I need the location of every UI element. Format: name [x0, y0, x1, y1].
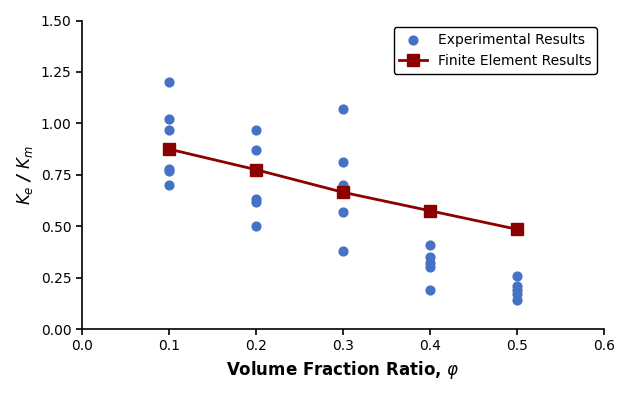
Experimental Results: [251, 196, 261, 203]
Experimental Results: [164, 168, 174, 174]
Experimental Results: [251, 126, 261, 133]
Experimental Results: [425, 260, 435, 267]
X-axis label: Volume Fraction Ratio, $\varphi$: Volume Fraction Ratio, $\varphi$: [226, 359, 460, 381]
Experimental Results: [512, 272, 522, 279]
Experimental Results: [251, 198, 261, 205]
Line: Finite Element Results: Finite Element Results: [163, 143, 522, 235]
Experimental Results: [164, 116, 174, 122]
Experimental Results: [512, 291, 522, 297]
Experimental Results: [164, 182, 174, 188]
Experimental Results: [164, 126, 174, 133]
Experimental Results: [425, 254, 435, 260]
Experimental Results: [512, 283, 522, 289]
Experimental Results: [425, 242, 435, 248]
Finite Element Results: [339, 190, 346, 194]
Experimental Results: [164, 79, 174, 86]
Experimental Results: [338, 209, 348, 215]
Experimental Results: [338, 159, 348, 166]
Experimental Results: [338, 106, 348, 112]
Experimental Results: [512, 297, 522, 303]
Y-axis label: $K_e$ / $K_m$: $K_e$ / $K_m$: [15, 145, 35, 205]
Experimental Results: [425, 264, 435, 270]
Experimental Results: [164, 166, 174, 172]
Experimental Results: [512, 287, 522, 293]
Finite Element Results: [513, 227, 521, 232]
Experimental Results: [338, 248, 348, 254]
Finite Element Results: [165, 147, 173, 151]
Finite Element Results: [252, 167, 260, 172]
Experimental Results: [251, 147, 261, 153]
Experimental Results: [251, 223, 261, 229]
Experimental Results: [425, 287, 435, 293]
Finite Element Results: [426, 208, 433, 213]
Legend: Experimental Results, Finite Element Results: Experimental Results, Finite Element Res…: [394, 27, 597, 74]
Experimental Results: [338, 182, 348, 188]
